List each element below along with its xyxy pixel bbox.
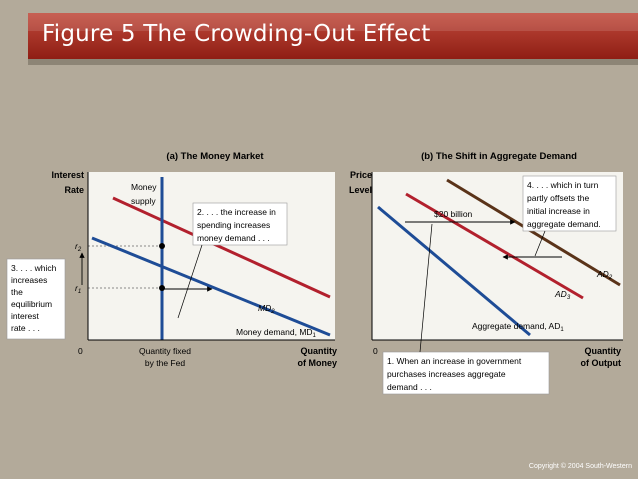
money-supply-label-2: supply <box>131 196 156 206</box>
ad2-label: AD2 <box>596 269 613 281</box>
money-supply-label-1: Money <box>131 182 157 192</box>
title-shine <box>28 13 638 31</box>
callout-2-pointer <box>177 244 203 319</box>
title-bar: Figure 5 The Crowding-Out Effect <box>28 13 638 59</box>
callout-2-line-3: money demand . . . <box>197 233 270 243</box>
panel-b-x-label-1: Quantity <box>584 346 621 356</box>
callout-4-line-1: 4. . . . which in turn <box>527 180 599 190</box>
panel-a-y-label-2: Rate <box>64 185 84 195</box>
panel-a-x-label-2: of Money <box>298 358 338 368</box>
ad2-curve <box>446 178 621 287</box>
panel-b-title: (b) The Shift in Aggregate Demand <box>421 151 577 162</box>
callout-1-line-3: demand . . . <box>387 382 432 392</box>
callout-4-box <box>522 175 617 232</box>
money-demand-md2-curve <box>112 196 331 299</box>
equilibrium-point-2 <box>159 243 165 249</box>
title-shadow <box>28 59 638 65</box>
callout-2-line-1: 2. . . . the increase in <box>197 207 276 217</box>
panel-a-title: (a) The Money Market <box>166 151 264 162</box>
ad3-label: AD3 <box>554 289 571 301</box>
callout-1-line-2: purchases increases aggregate <box>387 369 506 379</box>
callout-2-box <box>192 202 288 246</box>
callout-1-pointer <box>419 223 433 353</box>
r2-label: r2 <box>75 241 82 253</box>
md2-label: MD2 <box>258 303 275 315</box>
callout-3-line-3: the <box>11 287 23 297</box>
callout-4-line-3: initial increase in <box>527 206 590 216</box>
equilibrium-point-1 <box>159 285 165 291</box>
md1-label: Money demand, MD1 <box>236 327 317 339</box>
callout-3-line-2: increases <box>11 275 47 285</box>
panel-a-plot-area <box>88 172 335 340</box>
panel-a-x-label-1: Quantity <box>300 346 337 356</box>
panel-b-y-label-2: Level <box>349 185 372 195</box>
slide-title: Figure 5 The Crowding-Out Effect <box>42 21 431 47</box>
twenty-billion-label: $20 billion <box>434 209 473 219</box>
panel-b-origin: 0 <box>373 346 378 356</box>
copyright-notice: Copyright © 2004 South-Western <box>528 463 632 470</box>
panel-b-x-label-2: of Output <box>581 358 621 368</box>
panel-a-y-label-1: Interest <box>51 170 84 180</box>
callout-3-line-5: interest <box>11 311 40 321</box>
callout-1-box <box>382 351 550 395</box>
ad1-label: Aggregate demand, AD1 <box>472 321 564 333</box>
callout-4-line-4: aggregate demand. <box>527 219 601 229</box>
ad3-curve <box>405 192 584 300</box>
quantity-fixed-label-1: Quantity fixed <box>139 346 191 356</box>
panel-b-y-label-1: Price <box>350 170 372 180</box>
callout-2-line-2: spending increases <box>197 220 270 230</box>
r1-label: r1 <box>75 283 81 295</box>
callout-3-line-4: equilibrium <box>11 299 52 309</box>
quantity-fixed-label-2: by the Fed <box>145 358 185 368</box>
callout-4-line-2: partly offsets the <box>527 193 589 203</box>
panel-a-origin: 0 <box>78 346 83 356</box>
callout-4-pointer <box>534 230 546 257</box>
ad1-curve <box>377 205 531 337</box>
callout-3-box <box>6 258 66 340</box>
callout-1-line-1: 1. When an increase in government <box>387 356 522 366</box>
callout-3-line-6: rate . . . <box>11 323 40 333</box>
callout-3-line-1: 3. . . . which <box>11 263 57 273</box>
